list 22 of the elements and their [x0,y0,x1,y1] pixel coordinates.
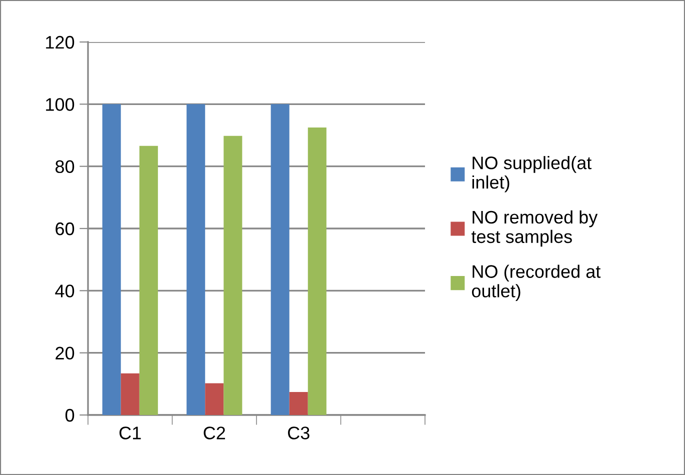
y-tick-label: 20 [56,346,74,360]
x-tick-label: C2 [204,426,226,440]
bar [205,383,224,415]
legend-label: NO (recorded at outlet) [472,264,601,301]
y-tick-label: 120 [46,36,74,49]
bar [270,104,290,415]
x-tick-label: C1 [120,426,141,440]
legend-label: NO supplied(at inlet) [472,156,592,192]
y-tick-label: 80 [56,160,74,174]
bar [308,127,326,415]
bar [224,136,242,415]
bar [139,146,158,415]
bar [186,104,206,415]
y-tick-label: 60 [56,222,74,236]
y-tick-label: 40 [55,284,74,298]
bar [102,104,121,415]
bar [289,392,308,415]
y-tick-label: 0 [65,408,74,422]
x-tick-label: C3 [288,426,310,440]
bar [120,373,140,415]
y-tick-label: 100 [46,98,74,111]
legend-label: NO removed by test samples [471,210,598,247]
